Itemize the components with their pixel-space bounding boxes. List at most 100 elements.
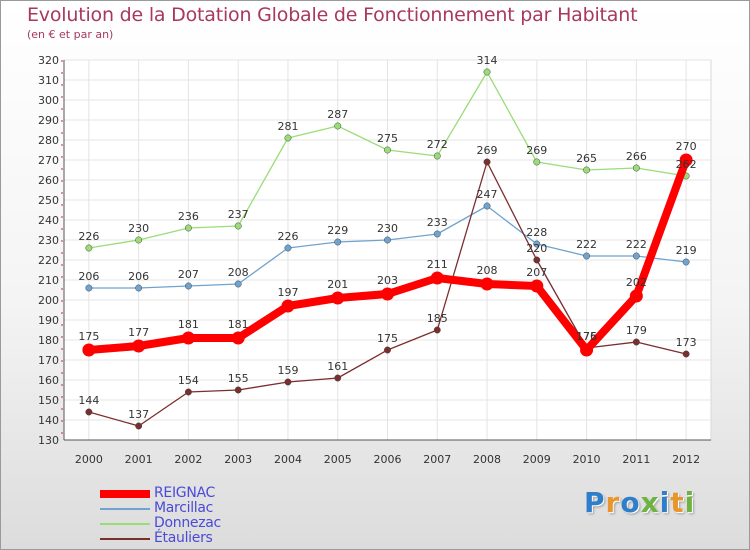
data-point-marcillac bbox=[135, 284, 143, 292]
logo-letter: o bbox=[620, 486, 641, 519]
data-point-donnezac bbox=[334, 122, 342, 130]
y-tick-label: 300 bbox=[38, 94, 59, 107]
y-tick-label: 290 bbox=[38, 114, 59, 127]
y-tick-label: 190 bbox=[38, 314, 59, 327]
data-point-marcillac bbox=[334, 238, 342, 246]
data-label-reignac: 181 bbox=[228, 318, 249, 331]
data-label-donnezac: 314 bbox=[477, 54, 498, 67]
data-label-etauliers: 185 bbox=[427, 312, 448, 325]
legend-item-reignac[interactable]: REIGNAC bbox=[100, 485, 300, 501]
chart-title: Evolution de la Dotation Globale de Fonc… bbox=[27, 4, 638, 26]
data-point-etauliers bbox=[234, 386, 242, 394]
data-label-etauliers: 269 bbox=[477, 144, 498, 157]
data-point-reignac bbox=[629, 289, 643, 303]
data-label-donnezac: 269 bbox=[526, 144, 547, 157]
y-tick-label: 280 bbox=[38, 134, 59, 147]
x-tick-label: 2007 bbox=[423, 453, 451, 466]
logo-letter: i bbox=[684, 486, 696, 519]
data-label-marcillac: 247 bbox=[477, 188, 498, 201]
data-point-marcillac bbox=[384, 236, 391, 244]
y-tick-label: 180 bbox=[38, 334, 59, 347]
data-point-reignac bbox=[231, 331, 245, 345]
data-point-reignac bbox=[281, 299, 295, 313]
data-label-marcillac: 219 bbox=[676, 244, 697, 257]
data-label-donnezac: 287 bbox=[327, 108, 348, 121]
y-tick-label: 270 bbox=[38, 154, 59, 167]
data-point-donnezac bbox=[433, 152, 441, 160]
data-label-etauliers: 220 bbox=[526, 242, 547, 255]
data-label-donnezac: 236 bbox=[178, 210, 199, 223]
legend-item-donnezac[interactable]: Donnezac bbox=[100, 515, 300, 531]
data-point-marcillac bbox=[632, 252, 640, 260]
data-label-marcillac: 207 bbox=[178, 268, 199, 281]
data-label-reignac: 197 bbox=[277, 286, 298, 299]
data-label-marcillac: 226 bbox=[277, 230, 298, 243]
data-point-marcillac bbox=[234, 280, 242, 288]
data-label-etauliers: 137 bbox=[128, 408, 149, 421]
proxiti-logo[interactable]: Proxiti bbox=[584, 486, 695, 519]
data-point-etauliers bbox=[682, 350, 690, 358]
data-point-etauliers bbox=[433, 326, 441, 334]
data-label-reignac: 177 bbox=[128, 326, 149, 339]
logo-letter: x bbox=[640, 486, 660, 519]
data-point-reignac bbox=[132, 339, 146, 353]
data-point-donnezac bbox=[184, 224, 192, 232]
data-label-reignac: 202 bbox=[626, 276, 647, 289]
y-tick-label: 160 bbox=[38, 374, 59, 387]
data-point-donnezac bbox=[632, 164, 640, 172]
x-tick-label: 2010 bbox=[573, 453, 601, 466]
data-point-donnezac bbox=[483, 68, 491, 76]
data-label-etauliers: 155 bbox=[228, 372, 249, 385]
y-tick-label: 250 bbox=[38, 194, 59, 207]
x-tick-label: 2001 bbox=[125, 453, 153, 466]
series-lines bbox=[82, 68, 693, 430]
data-label-etauliers: 179 bbox=[626, 324, 647, 337]
data-point-marcillac bbox=[433, 230, 441, 238]
legend-swatch-marcillac bbox=[100, 508, 150, 510]
data-label-marcillac: 229 bbox=[327, 224, 348, 237]
y-tick-label: 220 bbox=[38, 254, 59, 267]
data-point-etauliers bbox=[384, 346, 391, 354]
data-label-donnezac: 265 bbox=[576, 152, 597, 165]
data-point-marcillac bbox=[583, 252, 591, 260]
data-label-marcillac: 222 bbox=[626, 238, 647, 251]
data-point-etauliers bbox=[85, 408, 93, 416]
x-tick-label: 2000 bbox=[75, 453, 103, 466]
x-tick-label: 2005 bbox=[324, 453, 352, 466]
data-label-donnezac: 226 bbox=[78, 230, 99, 243]
x-tick-label: 2006 bbox=[374, 453, 402, 466]
y-tick-label: 210 bbox=[38, 274, 59, 287]
data-point-donnezac bbox=[135, 236, 143, 244]
y-tick-label: 240 bbox=[38, 214, 59, 227]
axes: 130 140 150 160 170 180 190 200 210 220 230 240 250 2… bbox=[38, 54, 711, 466]
x-tick-label: 2002 bbox=[174, 453, 202, 466]
data-label-etauliers: 176 bbox=[576, 330, 597, 343]
data-point-marcillac bbox=[284, 244, 292, 252]
data-label-donnezac: 272 bbox=[427, 138, 448, 151]
data-label-reignac: 181 bbox=[178, 318, 199, 331]
data-label-marcillac: 233 bbox=[427, 216, 448, 229]
data-label-reignac: 211 bbox=[427, 258, 448, 271]
grid-lines bbox=[63, 59, 712, 441]
data-point-donnezac bbox=[384, 146, 391, 154]
data-point-marcillac bbox=[682, 258, 690, 266]
legend-item-marcillac[interactable]: Marcillac bbox=[100, 500, 300, 516]
x-tick-label: 2004 bbox=[274, 453, 302, 466]
data-point-marcillac bbox=[85, 284, 93, 292]
data-point-donnezac bbox=[85, 244, 93, 252]
y-tick-label: 150 bbox=[38, 394, 59, 407]
data-label-marcillac: 208 bbox=[228, 266, 249, 279]
data-label-reignac: 270 bbox=[676, 140, 697, 153]
data-point-reignac bbox=[181, 331, 195, 345]
data-label-marcillac: 206 bbox=[128, 270, 149, 283]
legend-label-marcillac: Marcillac bbox=[154, 500, 214, 516]
x-tick-label: 2008 bbox=[473, 453, 501, 466]
data-labels: 226 230 236 237 281 287 275 272 314 269 265 266 262 2… bbox=[78, 54, 696, 421]
logo-letter: t bbox=[670, 486, 685, 519]
y-tick-label: 320 bbox=[38, 54, 59, 67]
data-point-donnezac bbox=[583, 166, 591, 174]
legend-item-etauliers[interactable]: Étauliers bbox=[100, 530, 300, 546]
data-label-donnezac: 230 bbox=[128, 222, 149, 235]
data-label-reignac: 201 bbox=[327, 278, 348, 291]
data-point-etauliers bbox=[135, 422, 143, 430]
